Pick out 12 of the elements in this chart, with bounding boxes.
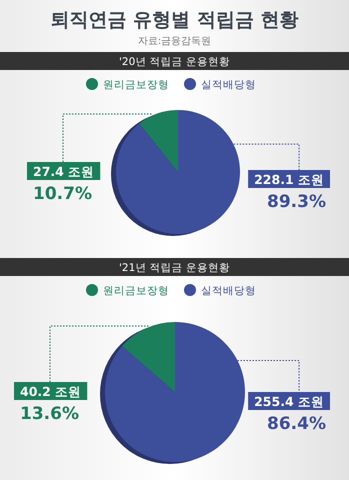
data-label: 40.2 조원 13.6% [20,384,82,424]
legend-title: '21년 적립금 운용현황 [119,262,230,274]
legend-label: 실적배당형 [201,79,256,91]
chart-subtitle: 자료:금융감독원 [138,36,212,47]
data-label: 228.1 조원 89.3% [254,172,326,212]
legend-label: 원리금보장형 [103,79,169,91]
data-label: 27.4 조원 10.7% [33,164,94,204]
legend-label: 실적배당형 [201,285,256,297]
data-label: 255.4 조원 86.4% [254,394,326,434]
legend-title: '20년 적립금 운용현황 [119,56,230,68]
legend-label: 원리금보장형 [103,285,169,297]
chart-title: 퇴직연금 유형별 적립금 현황 [50,9,298,31]
